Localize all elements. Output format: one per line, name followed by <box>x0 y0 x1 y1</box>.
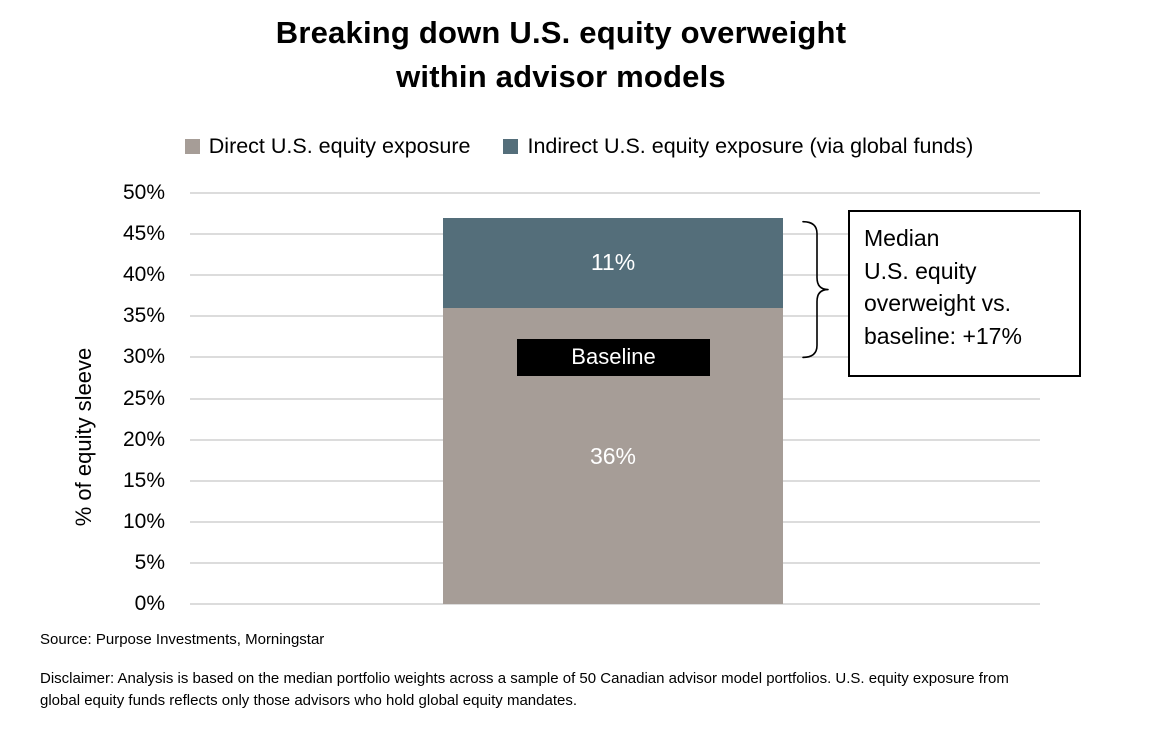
direct-equity-swatch-icon <box>184 139 200 154</box>
y-tick-label: 40% <box>122 263 165 287</box>
y-tick-label: 5% <box>134 550 165 574</box>
legend-item-indirect: Indirect U.S. equity exposure (via globa… <box>503 134 973 159</box>
bar-segment-indirect: 11% <box>443 217 783 309</box>
legend-item-direct: Direct U.S. equity exposure <box>184 134 471 159</box>
y-tick-label: 30% <box>122 345 165 369</box>
bar-data-label: 36% <box>589 442 637 469</box>
indirect-equity-swatch-icon <box>503 139 519 154</box>
annotation-box: Median U.S. equity overweight vs. baseli… <box>848 210 1081 377</box>
chart-title: Breaking down U.S. equity overweight wit… <box>275 15 847 95</box>
y-tick-label: 10% <box>122 509 165 533</box>
y-tick-label: 25% <box>122 386 165 410</box>
y-tick-label: 35% <box>122 304 165 328</box>
y-tick-label: 0% <box>134 592 165 615</box>
source-text: Source: Purpose Investments, Morningstar <box>40 631 325 648</box>
gridline <box>190 192 1040 194</box>
gridline <box>190 603 1040 605</box>
disclaimer-text: Disclaimer: Analysis is based on the med… <box>40 670 1009 709</box>
legend: Direct U.S. equity exposure Indirect U.S… <box>0 134 1158 159</box>
y-tick-label: 50% <box>122 181 165 204</box>
legend-label-indirect: Indirect U.S. equity exposure (via globa… <box>527 134 974 158</box>
y-tick-label: 45% <box>122 222 165 246</box>
y-tick-label: 15% <box>122 468 165 492</box>
y-tick-label: 20% <box>122 427 165 451</box>
bar-data-label: 11% <box>590 249 636 276</box>
legend-label-direct: Direct U.S. equity exposure <box>208 134 471 158</box>
baseline-marker-label: Baseline <box>517 338 710 376</box>
